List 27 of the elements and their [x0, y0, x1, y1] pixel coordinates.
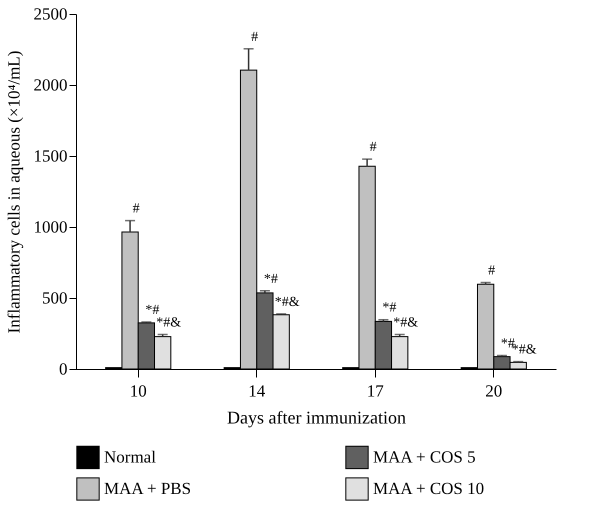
annotation: *#& [156, 315, 182, 330]
legend-label: MAA + COS 10 [373, 479, 484, 498]
legend-label: Normal [104, 447, 156, 466]
y-tick-label: 1500 [34, 146, 68, 166]
x-tick-label: 14 [248, 382, 266, 400]
y-tick-label: 1000 [34, 218, 68, 236]
y-tick-label: 2000 [34, 76, 68, 94]
annotation: *# [500, 336, 515, 352]
annotation: *#& [393, 315, 418, 330]
annotation: # [488, 264, 496, 279]
annotation: # [370, 140, 377, 156]
legend-label: MAA + COS 5 [373, 447, 476, 466]
y-axis-title: Inflammatory cells in aqueous (×10⁴/mL) [4, 50, 24, 334]
annotation: *#& [274, 294, 300, 310]
legend-label: MAA + PBS [104, 479, 192, 498]
annotation: *# [145, 303, 160, 318]
annotation: # [132, 202, 140, 217]
x-tick-label: 17 [366, 382, 384, 400]
annotation: *# [382, 300, 396, 316]
annotation: # [251, 30, 258, 45]
y-tick-label: 2500 [34, 4, 68, 24]
annotation: *# [264, 272, 278, 287]
x-tick-label: 10 [130, 382, 147, 400]
y-tick-label: 500 [42, 288, 68, 308]
x-axis-title: Days after immunization [227, 408, 406, 428]
y-tick-label: 0 [59, 360, 68, 378]
x-tick-label: 20 [485, 382, 502, 400]
